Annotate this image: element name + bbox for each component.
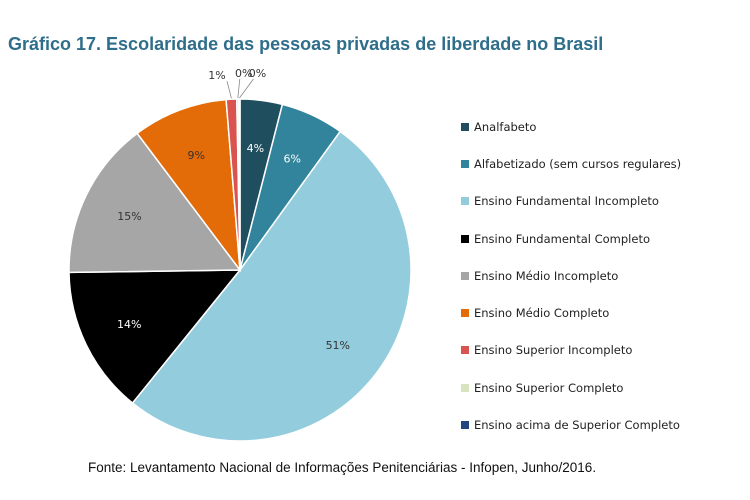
legend-item: Ensino Fundamental Completo	[461, 220, 681, 257]
leader-line	[226, 81, 232, 99]
chart-legend: Analfabeto Alfabetizado (sem cursos regul…	[461, 108, 681, 444]
slice-value-label: 15%	[117, 210, 141, 223]
legend-swatch	[461, 346, 469, 355]
legend-item: Analfabeto	[461, 108, 681, 145]
pie-slice	[68, 269, 242, 405]
legend-swatch	[461, 271, 469, 280]
legend-label: Analfabeto	[474, 119, 537, 134]
legend-label: Ensino Fundamental Completo	[474, 231, 650, 246]
legend-item: Ensino Médio Completo	[461, 294, 681, 331]
pie-slice	[136, 98, 241, 273]
legend-item: Ensino Superior Completo	[461, 369, 681, 406]
legend-label: Ensino acima de Superior Completo	[474, 418, 680, 433]
legend-label: Alfabetizado (sem cursos regulares)	[474, 156, 682, 171]
legend-item: Alfabetizado (sem cursos regulares)	[461, 145, 681, 182]
pie-slice	[68, 132, 242, 274]
slice-value-label: 1%	[208, 69, 225, 82]
legend-label: Ensino Fundamental Incompleto	[474, 194, 659, 209]
legend-swatch	[461, 159, 469, 168]
legend-item: Ensino acima de Superior Completo	[461, 406, 681, 443]
legend-label: Ensino Superior Completo	[474, 380, 624, 395]
slice-value-label: 6%	[284, 153, 301, 166]
legend-swatch	[461, 383, 469, 392]
slice-value-label: 4%	[247, 142, 264, 155]
legend-label: Ensino Médio Completo	[474, 306, 610, 321]
legend-swatch	[461, 421, 469, 430]
legend-item: Ensino Médio Incompleto	[461, 257, 681, 294]
chart-source: Fonte: Levantamento Nacional de Informaç…	[88, 460, 597, 475]
pie-slice	[238, 98, 241, 271]
slice-value-label: 9%	[188, 149, 205, 162]
slice-value-label: 0%	[235, 67, 252, 80]
pie-slice	[131, 130, 412, 442]
slice-value-label: 0%	[249, 67, 266, 80]
legend-label: Ensino Superior Incompleto	[474, 343, 633, 358]
legend-item: Ensino Fundamental Incompleto	[461, 183, 681, 220]
leader-line	[239, 78, 254, 99]
legend-swatch	[461, 122, 469, 131]
legend-item: Ensino Superior Incompleto	[461, 332, 681, 369]
slice-value-label: 51%	[326, 339, 350, 352]
legend-swatch	[461, 309, 469, 318]
legend-label: Ensino Médio Incompleto	[474, 268, 619, 283]
legend-swatch	[461, 234, 469, 243]
slice-value-label: 14%	[117, 318, 141, 331]
chart-title: Gráfico 17. Escolaridade das pessoas pri…	[8, 34, 604, 54]
legend-swatch	[461, 197, 469, 206]
leader-line	[237, 78, 241, 99]
